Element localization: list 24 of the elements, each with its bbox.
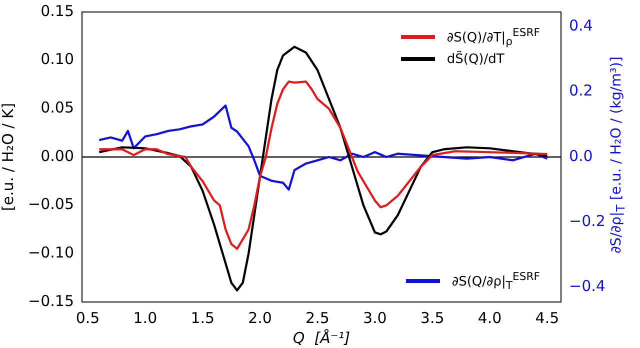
y2-tick-label: 0.4 [569,16,593,35]
x-tick-label: 0.5 [76,308,100,327]
y-tick-label: 0.00 [40,146,74,165]
x-tick-label: 3.0 [362,308,387,327]
y2-tick-label: −0.2 [569,212,606,230]
legend-label: dS̃(Q)/dT [446,52,504,67]
x-tick-label: 3.5 [420,308,444,327]
y-tick-label: −0.10 [28,244,74,262]
y2-tick-label: −0.4 [569,277,606,296]
x-tick-label: 4.5 [535,308,560,327]
y-tick-label: −0.15 [28,292,74,310]
x-tick-label: 1.0 [133,308,158,327]
y-tick-label: 0.10 [40,50,74,68]
y2-tick-label: 0.2 [569,82,593,100]
x-tick-label: 1.5 [190,308,215,327]
y2-tick-label: 0.0 [569,146,593,165]
x-axis-title: Q [Å⁻¹] [292,328,350,347]
x-tick-label: 2.0 [248,308,272,327]
y-axis-title: [e.u. / H₂O / K] [0,102,17,212]
y-tick-label: −0.05 [28,195,74,214]
y-tick-label: 0.15 [40,2,74,20]
y-tick-label: 0.05 [40,98,74,117]
x-tick-label: 4.0 [478,308,502,327]
x-tick-label: 2.5 [306,308,330,327]
